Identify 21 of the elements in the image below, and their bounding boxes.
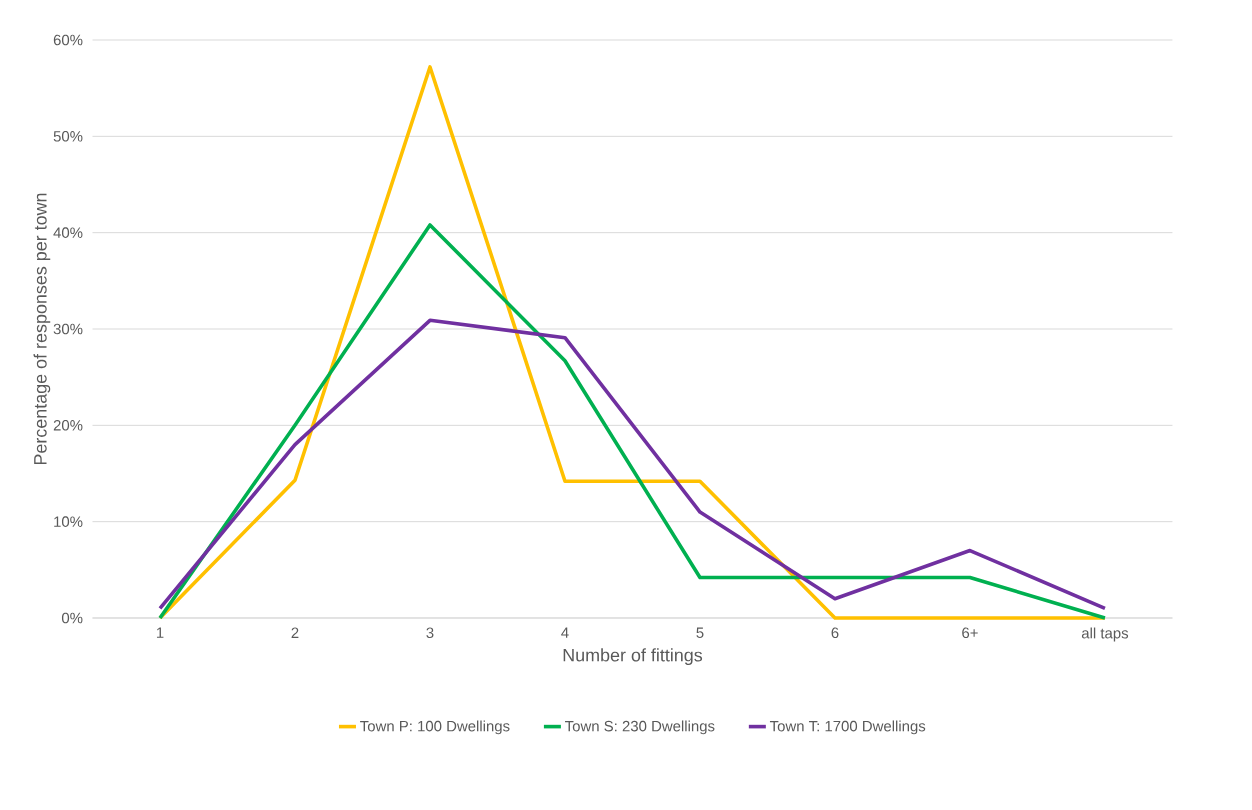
x-tick-label: 6 [831,627,839,639]
x-tick-label: 1 [156,627,164,638]
x-tick-label: 3 [426,627,434,639]
x-tick-label: 2 [291,627,299,638]
x-tick-label: 4 [561,627,569,638]
y-tick-label: 20% [53,420,83,431]
y-tick-label: 10% [54,516,83,527]
y-tick-label: 0% [61,612,83,624]
y-tick-label: 30% [53,323,83,335]
line-series [158,318,1107,611]
legend-label: Town T: 1700 Dwellings [769,720,926,735]
x-axis-title: Number of fittings [563,648,703,665]
y-axis-title: Percentage of responses per town [33,193,51,465]
x-tick-label: 6+ [962,627,978,639]
x-tick-label: 5 [696,627,704,638]
y-tick-label: 50% [53,131,83,142]
y-tick-label: 60% [53,34,83,46]
x-tick-label: all taps [1081,627,1129,642]
legend-label: Town S: 230 Dwellings [565,720,715,735]
legend-label: Town P: 100 Dwellings [360,720,510,735]
y-tick-label: 40% [53,227,83,238]
